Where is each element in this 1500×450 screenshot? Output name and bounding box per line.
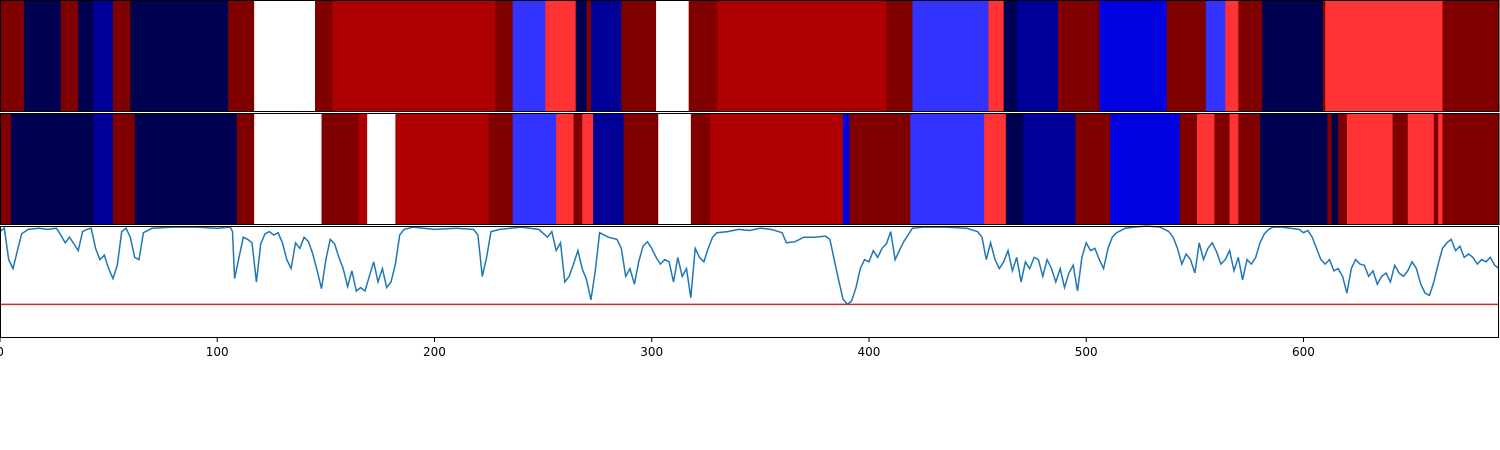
heatmap-cell <box>1327 113 1332 225</box>
heatmap-cell <box>984 113 1006 225</box>
heatmap-cell <box>587 0 592 112</box>
heatmap-cell <box>1214 113 1230 225</box>
x-tick-label: 0 <box>0 345 4 359</box>
heatmap-cell <box>93 0 113 112</box>
x-axis: 0 100 200 300 400 500 600 <box>0 338 1315 359</box>
x-tick-label: 400 <box>858 345 881 359</box>
heatmap-cell <box>1238 0 1262 112</box>
heatmap-cell <box>24 0 62 112</box>
heatmap-row-1 <box>0 0 1500 112</box>
heatmap-cell <box>1180 113 1198 225</box>
heatmap-cell <box>1197 113 1215 225</box>
heatmap-cell <box>1332 113 1339 225</box>
heatmap-cell <box>691 113 711 225</box>
heatmap-cell <box>545 0 576 112</box>
heatmap-cell <box>1006 113 1024 225</box>
heatmap-cell <box>1262 0 1323 112</box>
heatmap-cell <box>513 113 557 225</box>
heatmap-cell <box>315 0 333 112</box>
heatmap-cell <box>1338 113 1347 225</box>
heatmap-cell <box>0 0 24 112</box>
heatmap-cell <box>395 113 489 225</box>
heatmap-cell <box>656 0 689 112</box>
heatmap-cell <box>113 0 131 112</box>
heatmap-cell <box>710 113 843 225</box>
x-tick-label: 300 <box>640 345 663 359</box>
heatmap-cell <box>93 113 113 225</box>
panel-frame <box>1 227 1499 338</box>
heatmap-cell <box>717 0 887 112</box>
heatmap-cell <box>988 0 1004 112</box>
heatmap-cell <box>1017 0 1059 112</box>
series-line <box>0 226 1499 304</box>
heatmap-cell <box>574 113 583 225</box>
heatmap-cell <box>1167 0 1207 112</box>
heatmap-cell <box>1347 113 1393 225</box>
heatmap-cell <box>1225 0 1239 112</box>
heatmap-cell <box>1004 0 1018 112</box>
x-tick-label: 500 <box>1075 345 1098 359</box>
heatmap-cell <box>591 0 622 112</box>
heatmap-cell <box>1238 113 1260 225</box>
heatmap-cell <box>254 0 315 112</box>
heatmap-cell <box>130 0 228 112</box>
heatmap-cell <box>332 0 496 112</box>
heatmap-cell <box>322 113 360 225</box>
heatmap-cell <box>1230 113 1239 225</box>
heatmap-cell <box>135 113 238 225</box>
heatmap-cell <box>254 113 322 225</box>
heatmap-cell <box>912 0 989 112</box>
heatmap-cell <box>910 113 984 225</box>
heatmap-cell <box>1058 0 1100 112</box>
heatmap-cell <box>1075 113 1082 225</box>
heatmap-cell <box>1325 0 1443 112</box>
heatmap-cell <box>593 113 624 225</box>
heatmap-cell <box>1099 0 1167 112</box>
heatmap-cell <box>237 113 255 225</box>
heatmap-cell <box>513 0 546 112</box>
heatmap-cell <box>849 113 910 225</box>
heatmap-cell <box>358 113 367 225</box>
x-tick-label: 200 <box>423 345 446 359</box>
heatmap-cell <box>1206 0 1226 112</box>
heatmap-cell <box>658 113 691 225</box>
heatmap-cell <box>843 113 850 225</box>
heatmap-cell <box>623 113 658 225</box>
heatmap-cell <box>1393 113 1409 225</box>
heatmap-cell <box>367 113 396 225</box>
heatmap-cell <box>1434 113 1439 225</box>
heatmap-cell <box>11 113 94 225</box>
heatmap-cell <box>0 113 11 225</box>
heatmap-cell <box>489 113 513 225</box>
heatmap-cell <box>61 0 79 112</box>
heatmap-cell <box>689 0 718 112</box>
line-panel <box>0 226 1499 304</box>
heatmap-cell <box>228 0 255 112</box>
heatmap-cell <box>1408 113 1435 225</box>
heatmap-cell <box>582 113 593 225</box>
heatmap-cell <box>1438 113 1443 225</box>
heatmap-cell <box>78 0 94 112</box>
heatmap-cell <box>113 113 135 225</box>
heatmap-cell <box>1110 113 1180 225</box>
heatmap-cell <box>621 0 656 112</box>
x-tick-label: 600 <box>1292 345 1315 359</box>
heatmap-cell <box>1443 0 1500 112</box>
heatmap-cell <box>1443 113 1500 225</box>
heatmap-cell <box>1260 113 1328 225</box>
heatmap-cell <box>495 0 513 112</box>
heatmap-cell <box>576 0 587 112</box>
x-tick-label: 100 <box>206 345 229 359</box>
heatmap-cell <box>556 113 574 225</box>
heatmap-cell <box>886 0 913 112</box>
heatmap-cell <box>1023 113 1076 225</box>
heatmap-cell <box>1082 113 1111 225</box>
heatmap-row-2 <box>0 113 1500 225</box>
